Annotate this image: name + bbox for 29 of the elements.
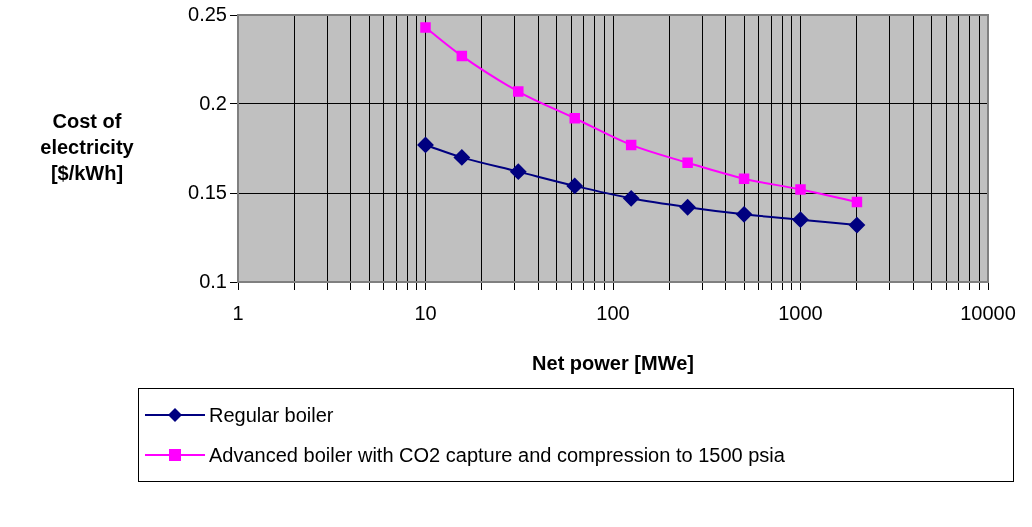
point (738, 173, 750, 184)
x-axis-title: Net power [MWe] (532, 351, 694, 374)
y-tick-label: 0.1 (199, 269, 227, 292)
x-tick-label: 10000 (960, 301, 1016, 324)
point (625, 139, 637, 151)
x-tick-label: 10 (414, 301, 437, 324)
point (453, 149, 470, 166)
point (682, 157, 693, 168)
point (736, 206, 753, 223)
y-tick-label: 0.2 (199, 91, 227, 114)
point (792, 211, 809, 228)
point (510, 163, 527, 180)
legend-label: Regular boiler (209, 403, 334, 427)
point (851, 196, 863, 208)
point (569, 113, 580, 124)
y-tick-label: 0.15 (188, 180, 227, 203)
y-axis-title: Cost of electricity [$/kWh] (40, 110, 135, 185)
x-tick-label: 100 (596, 301, 630, 324)
point (513, 86, 524, 97)
x-tick-label: 1000 (778, 301, 823, 324)
point (679, 199, 696, 216)
point (848, 217, 865, 234)
legend-label: Advanced boiler with CO2 capture and compression to 1500 psia (209, 443, 785, 467)
point (566, 177, 583, 194)
y-tick-label: 0.25 (188, 2, 227, 25)
point (623, 190, 640, 207)
point (795, 184, 806, 195)
point (456, 50, 468, 62)
x-tick-label: 1 (232, 301, 244, 324)
